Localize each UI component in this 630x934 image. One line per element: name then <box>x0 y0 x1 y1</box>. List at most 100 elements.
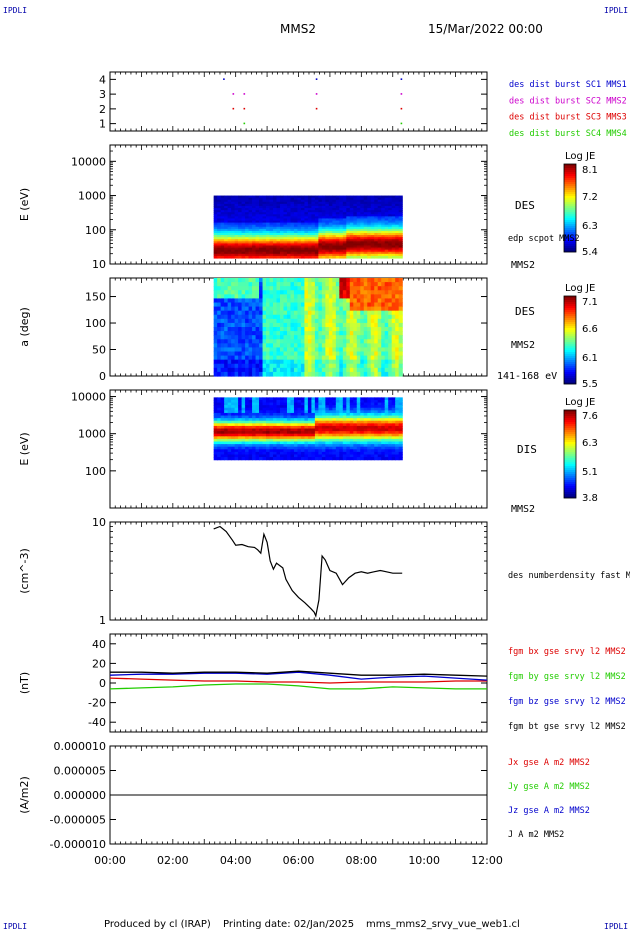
dis-energy-spectrogram-cell <box>297 397 302 401</box>
des-energy-spectrogram-cell <box>245 243 250 247</box>
dis-energy-spectrogram-cell <box>349 441 354 445</box>
des-energy-spectrogram-cell <box>318 224 323 228</box>
des-energy-spectrogram-cell <box>220 243 225 247</box>
dis-energy-spectrogram-cell <box>276 436 281 440</box>
des-energy-spectrogram-cell <box>370 228 375 232</box>
dis-energy-spectrogram-cell <box>325 431 330 435</box>
des-energy-spectrogram-cell <box>388 253 393 257</box>
pitch-angle-spectrogram-cell <box>367 339 372 344</box>
dis-energy-spectrogram-cell <box>248 441 253 445</box>
des-energy-spectrogram-cell <box>234 205 239 209</box>
des-energy-spectrogram-cell <box>283 214 288 217</box>
dis-energy-spectrogram-cell <box>388 438 393 443</box>
pitch-angle-spectrogram-cell <box>367 331 372 336</box>
dis-energy-spectrogram-cell <box>339 415 344 419</box>
des-energy-spectrogram-cell <box>276 251 281 255</box>
pitch-angle-spectrogram-cell <box>245 290 250 295</box>
dis-energy-spectrogram-cell <box>276 402 281 406</box>
des-energy-spectrogram-cell <box>398 220 403 224</box>
des-energy-spectrogram-cell <box>293 201 299 205</box>
pitch-angle-spectrogram-cell <box>234 278 239 283</box>
dis-energy-spectrogram-cell <box>283 418 288 422</box>
pitch-angle-spectrogram-cell <box>325 327 330 332</box>
dis-energy-spectrogram-cell <box>332 423 337 427</box>
des-energy-spectrogram-cell <box>269 237 274 240</box>
des-energy-spectrogram-cell <box>231 228 236 232</box>
dis-energy-spectrogram-cell <box>374 454 379 458</box>
dis-energy-spectrogram-cell <box>381 425 386 430</box>
dis-energy-spectrogram-cell <box>269 438 274 443</box>
des-energy-spectrogram-cell <box>325 239 330 242</box>
des-energy-spectrogram-cell <box>384 212 389 215</box>
des-energy-spectrogram-cell <box>370 235 375 238</box>
des-energy-spectrogram-cell <box>241 201 246 205</box>
des-energy-spectrogram-cell <box>374 216 379 220</box>
des-energy-spectrogram-cell <box>353 208 358 211</box>
dis-energy-spectrogram-cell <box>381 420 386 424</box>
dis-energy-spectrogram-cell <box>217 436 222 440</box>
des-energy-spectrogram-cell <box>213 218 218 222</box>
dis-energy-spectrogram-cell <box>370 407 375 411</box>
dis-energy-spectrogram-cell <box>346 425 351 430</box>
des-energy-panel-colorbar-cell <box>564 222 576 225</box>
dis-energy-spectrogram-cell <box>262 444 267 448</box>
pitch-angle-spectrogram-cell <box>304 278 309 283</box>
des-energy-spectrogram-cell <box>360 218 365 222</box>
pitch-angle-spectrogram-cell <box>266 314 271 320</box>
dis-energy-spectrogram-cell <box>381 449 386 453</box>
pitch-angle-spectrogram-cell <box>224 339 229 344</box>
dis-energy-spectrogram-cell <box>279 431 285 435</box>
dis-energy-spectrogram-cell <box>367 451 372 456</box>
des-energy-spectrogram-cell <box>381 253 386 257</box>
des-energy-spectrogram-cell <box>255 203 260 207</box>
pitch-angle-spectrogram-cell <box>377 331 382 336</box>
des-energy-spectrogram-cell <box>381 255 386 259</box>
dis-energy-spectrogram-cell <box>238 454 243 458</box>
des-energy-spectrogram-cell <box>381 239 386 242</box>
des-energy-spectrogram-cell <box>227 230 232 234</box>
dis-energy-spectrogram-cell <box>290 399 295 404</box>
des-energy-spectrogram-cell <box>293 239 299 242</box>
dis-energy-spectrogram-cell <box>269 444 274 448</box>
des-energy-spectrogram-cell <box>377 195 382 199</box>
des-energy-spectrogram-cell <box>370 237 375 240</box>
des-energy-spectrogram-cell <box>398 251 403 255</box>
pitch-angle-spectrogram-cell <box>349 306 354 312</box>
dis-energy-spectrogram-cell <box>252 402 257 406</box>
dis-energy-spectrogram-cell <box>227 412 232 417</box>
pitch-angle-spectrogram-cell <box>374 318 379 324</box>
des-energy-spectrogram-cell <box>217 230 222 234</box>
des-energy-spectrogram-cell <box>398 212 403 215</box>
des-energy-spectrogram-cell <box>370 251 375 255</box>
pitch-angle-spectrogram-cell <box>276 278 281 283</box>
des-energy-spectrogram-cell <box>304 205 309 209</box>
des-energy-spectrogram-cell <box>266 199 271 203</box>
dis-energy-spectrogram-cell <box>234 444 239 448</box>
des-energy-spectrogram-cell <box>279 216 285 220</box>
des-energy-spectrogram-cell <box>245 247 250 251</box>
dis-energy-spectrogram-cell <box>279 457 285 461</box>
dis-energy-spectrogram-cell <box>321 449 326 453</box>
pitch-angle-spectrogram-cell <box>231 343 236 349</box>
pitch-angle-spectrogram-cell <box>259 331 264 336</box>
des-energy-spectrogram-cell <box>269 212 274 215</box>
dis-energy-spectrogram-cell <box>273 402 278 406</box>
des-energy-spectrogram-cell <box>328 228 333 232</box>
des-energy-spectrogram-cell <box>238 249 243 253</box>
pitch-angle-spectrogram-cell <box>395 355 400 361</box>
des-energy-spectrogram-cell <box>293 199 299 203</box>
pitch-angle-spectrogram-cell <box>224 286 229 291</box>
des-energy-spectrogram-cell <box>332 237 337 240</box>
pitch-angle-spectrogram-cell <box>213 286 218 291</box>
pitch-angle-spectrogram-cell <box>391 331 396 336</box>
des-energy-spectrogram-cell <box>384 237 389 240</box>
dis-energy-spectrogram-cell <box>245 436 250 440</box>
des-energy-spectrogram-cell <box>307 212 313 215</box>
des-energy-spectrogram-cell <box>283 222 288 226</box>
dis-energy-spectrogram-cell <box>314 420 319 424</box>
des-energy-spectrogram-cell <box>224 220 229 224</box>
dis-energy-spectrogram-cell <box>339 457 344 461</box>
dis-energy-spectrogram-cell <box>293 425 299 430</box>
dis-energy-spectrogram-cell <box>381 433 386 437</box>
dis-energy-spectrogram-cell <box>224 405 229 409</box>
